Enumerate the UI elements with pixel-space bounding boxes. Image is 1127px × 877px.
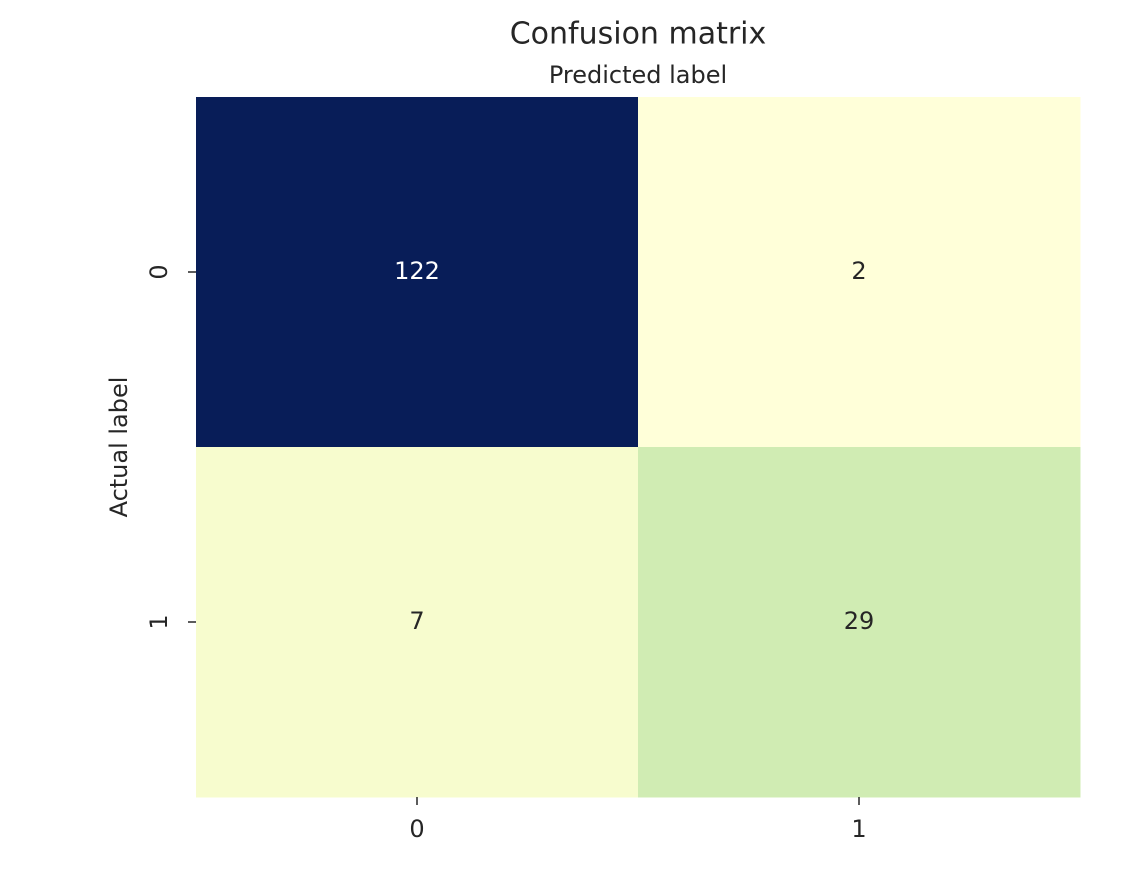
cell-label: 7	[409, 607, 424, 635]
heatmap-cell	[196, 447, 639, 798]
x-axis-label: Predicted label	[549, 61, 727, 89]
cell-label: 122	[394, 257, 440, 285]
chart-title: Confusion matrix	[510, 17, 767, 52]
y-axis-label: Actual label	[105, 377, 133, 518]
heatmap-cell	[196, 97, 639, 448]
heatmap-cell	[638, 447, 1081, 798]
cell-label: 29	[844, 607, 875, 635]
x-tick-label: 0	[409, 815, 424, 843]
heatmap-cell	[638, 97, 1081, 448]
x-tick-label: 1	[851, 815, 866, 843]
y-tick-label: 0	[145, 264, 173, 279]
y-tick-label: 1	[145, 614, 173, 629]
cell-label: 2	[851, 257, 866, 285]
